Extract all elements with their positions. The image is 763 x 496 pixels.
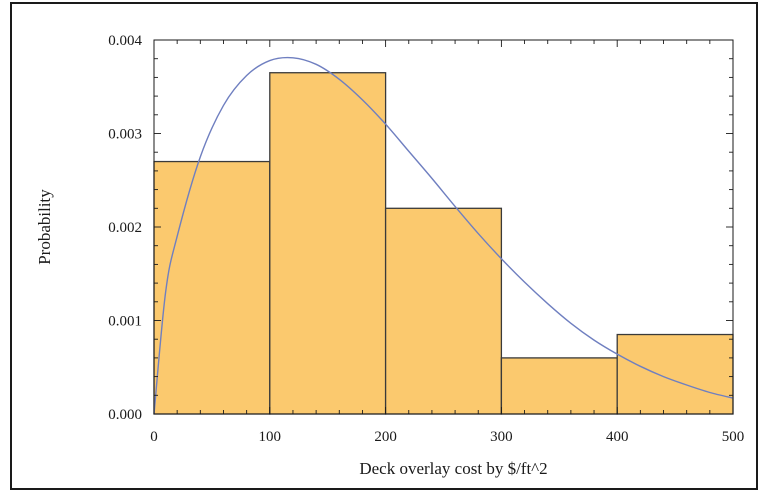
histogram-bar-1: [269, 72, 387, 415]
x-tick-label: 300: [490, 429, 513, 445]
y-tick-label: 0.003: [108, 127, 142, 143]
histogram-bar-3: [500, 357, 618, 415]
x-tick-label: 400: [606, 429, 629, 445]
histogram-bar-4: [616, 333, 734, 415]
histogram-bar-0: [153, 160, 271, 415]
x-tick-label: 500: [722, 429, 745, 445]
y-tick-label: 0.002: [108, 220, 142, 236]
x-axis-ticks: 0 100 200 300 400 500: [150, 40, 744, 445]
bars-group: [153, 72, 734, 415]
density-curve: [153, 56, 734, 415]
y-tick-label: 0.001: [108, 314, 142, 330]
y-axis-label: Probability: [35, 189, 54, 265]
y-tick-label: 0.000: [108, 407, 142, 423]
x-tick-label: 0: [150, 429, 158, 445]
x-tick-label: 100: [259, 429, 282, 445]
x-tick-label: 200: [374, 429, 397, 445]
y-tick-label: 0.004: [108, 33, 142, 49]
x-axis-label: Deck overlay cost by $/ft^2: [359, 459, 547, 478]
histogram-bar-2: [384, 207, 503, 415]
y-axis-ticks: 0.000 0.001 0.002 0.003 0.004: [108, 33, 733, 423]
